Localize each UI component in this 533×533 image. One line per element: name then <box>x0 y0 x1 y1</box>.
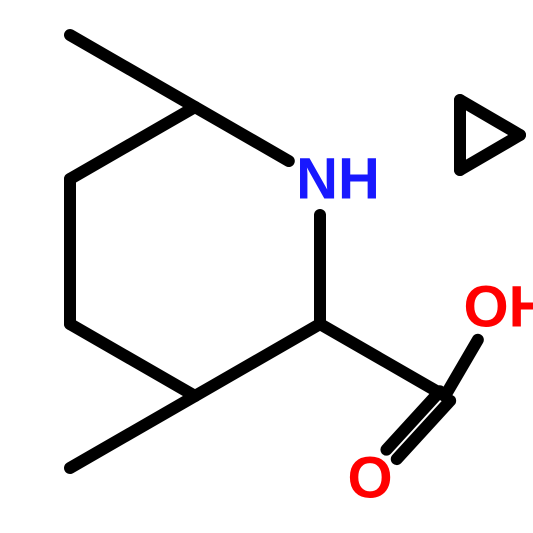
atom-label: OH <box>464 275 533 340</box>
canvas-background <box>0 0 533 533</box>
molecule-diagram: NH O OH <box>0 0 533 533</box>
atom-label: O <box>347 446 392 511</box>
atom-label: NH <box>296 147 380 212</box>
